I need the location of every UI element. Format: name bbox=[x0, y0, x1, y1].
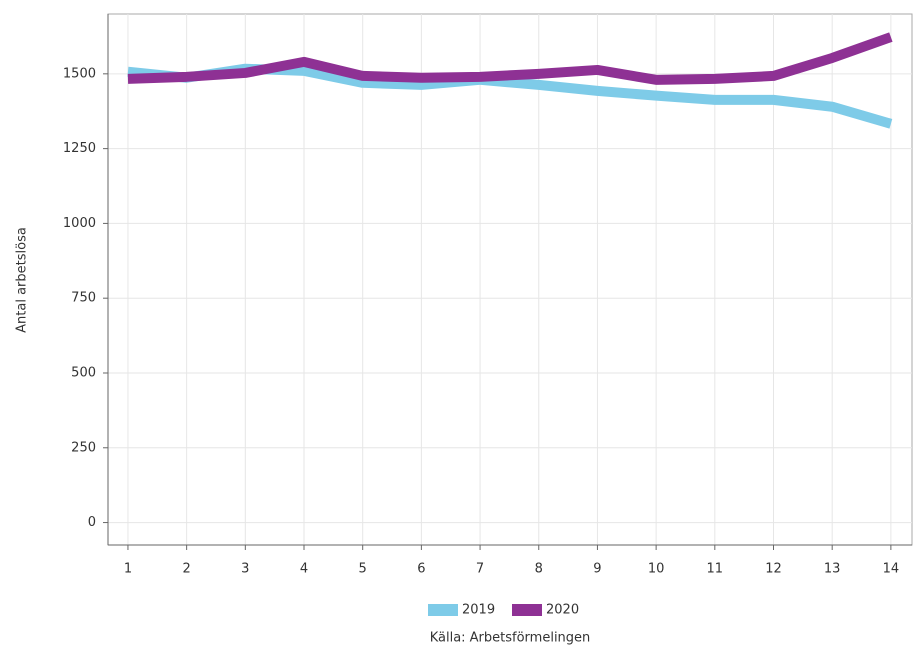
legend-label: 2020 bbox=[546, 603, 579, 618]
plot-frame bbox=[107, 13, 913, 546]
x-tick-label: 4 bbox=[300, 562, 308, 577]
y-tick-label: 250 bbox=[71, 440, 96, 455]
x-tick-label: 13 bbox=[824, 562, 841, 577]
x-tick-label: 12 bbox=[765, 562, 782, 577]
x-tick-label: 5 bbox=[359, 562, 367, 577]
line-series bbox=[127, 32, 893, 85]
legend-swatch bbox=[428, 604, 458, 616]
x-tick-label: 7 bbox=[476, 562, 484, 577]
x-tick-label: 1 bbox=[124, 562, 132, 577]
x-tick-label: 14 bbox=[883, 562, 900, 577]
y-tick-label: 1000 bbox=[63, 216, 96, 231]
y-tick-label: 500 bbox=[71, 365, 96, 380]
x-tick-label: 9 bbox=[593, 562, 601, 577]
legend-label: 2019 bbox=[462, 603, 495, 618]
legend-swatch bbox=[512, 604, 542, 616]
y-tick-label: 750 bbox=[71, 291, 96, 306]
x-tick-label: 8 bbox=[535, 562, 543, 577]
x-tick-label: 6 bbox=[417, 562, 425, 577]
y-axis-label: Antal arbetslösa bbox=[15, 227, 30, 333]
x-tick-label: 11 bbox=[707, 562, 724, 577]
y-tick-label: 1250 bbox=[63, 141, 96, 156]
y-tick-label: 1500 bbox=[63, 66, 96, 81]
x-tick-label: 2 bbox=[182, 562, 190, 577]
x-tick-label: 10 bbox=[648, 562, 665, 577]
caption: Källa: Arbetsförmelingen bbox=[430, 631, 591, 646]
x-tick-label: 3 bbox=[241, 562, 249, 577]
y-tick-label: 0 bbox=[88, 515, 96, 530]
